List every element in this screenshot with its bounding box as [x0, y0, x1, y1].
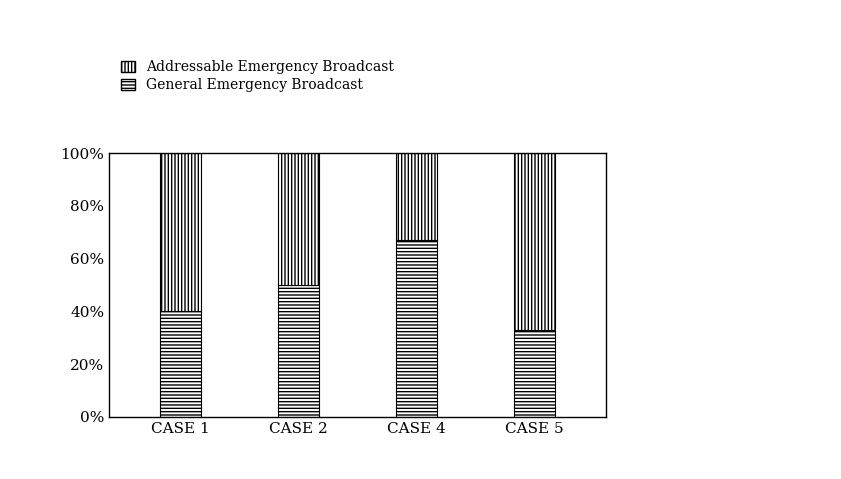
Bar — [160, 311, 201, 417]
Bar — [278, 285, 319, 417]
Bar — [514, 330, 555, 417]
Bar — [160, 153, 201, 311]
Bar — [396, 153, 437, 240]
Bar — [396, 240, 437, 417]
Bar — [514, 153, 555, 330]
Bar — [278, 153, 319, 285]
Legend: Addressable Emergency Broadcast, General Emergency Broadcast: Addressable Emergency Broadcast, General… — [121, 60, 394, 92]
